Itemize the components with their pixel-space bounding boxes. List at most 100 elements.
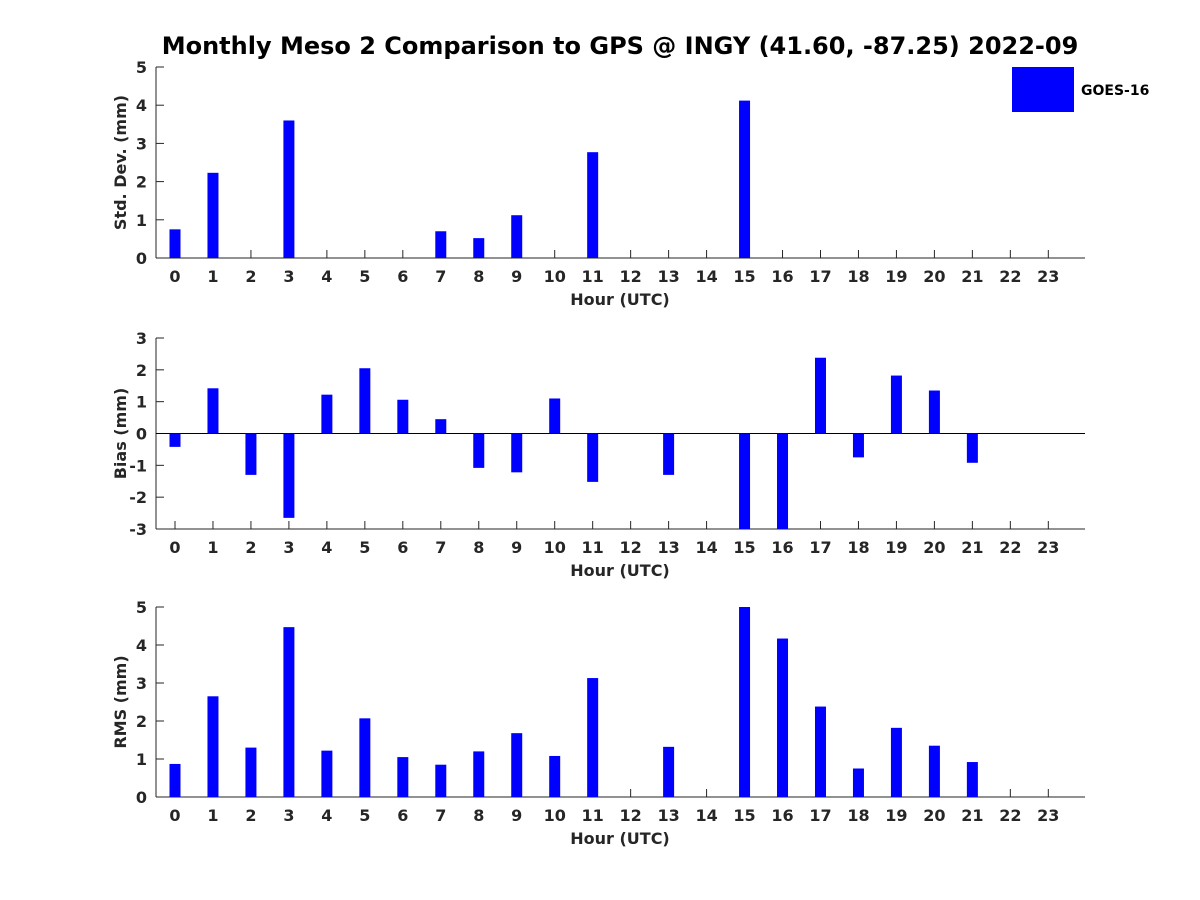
legend: GOES-16 bbox=[1012, 67, 1149, 112]
x-tick-label: 0 bbox=[169, 538, 180, 557]
bar-hour-19 bbox=[890, 727, 902, 797]
bar-hour-7 bbox=[435, 764, 447, 797]
bar-hour-5 bbox=[359, 368, 371, 434]
x-tick-label: 10 bbox=[544, 806, 566, 825]
bar-hour-16 bbox=[777, 638, 789, 797]
y-axis-label: RMS (mm) bbox=[111, 655, 130, 748]
y-tick-label: 3 bbox=[136, 329, 147, 348]
x-tick-label: 10 bbox=[544, 267, 566, 286]
bar-hour-20 bbox=[928, 745, 940, 797]
bar-hour-7 bbox=[435, 231, 447, 258]
y-tick-label: -1 bbox=[129, 456, 147, 475]
bar-hour-1 bbox=[207, 696, 219, 797]
bar-hour-4 bbox=[321, 394, 333, 434]
bar-hour-6 bbox=[397, 757, 409, 797]
x-tick-label: 4 bbox=[321, 538, 332, 557]
y-tick-label: 3 bbox=[136, 674, 147, 693]
x-axis-label: Hour (UTC) bbox=[570, 829, 670, 848]
bar-hour-4 bbox=[321, 750, 333, 797]
x-tick-label: 14 bbox=[695, 538, 717, 557]
x-tick-label: 1 bbox=[207, 806, 218, 825]
x-axis-label: Hour (UTC) bbox=[570, 561, 670, 580]
y-tick-label: 4 bbox=[136, 636, 147, 655]
y-tick-label: 5 bbox=[136, 598, 147, 617]
x-tick-label: 20 bbox=[923, 538, 945, 557]
x-tick-label: 13 bbox=[657, 267, 679, 286]
x-tick-label: 5 bbox=[359, 538, 370, 557]
y-tick-label: 5 bbox=[136, 58, 147, 77]
x-tick-label: 19 bbox=[885, 806, 907, 825]
x-tick-label: 22 bbox=[999, 806, 1021, 825]
bar-hour-11 bbox=[587, 152, 599, 258]
x-tick-label: 4 bbox=[321, 267, 332, 286]
bar-hour-15 bbox=[739, 607, 751, 797]
x-tick-label: 13 bbox=[657, 806, 679, 825]
bar-hour-11 bbox=[587, 433, 599, 482]
x-tick-label: 19 bbox=[885, 538, 907, 557]
x-tick-label: 17 bbox=[809, 538, 831, 557]
y-tick-label: 3 bbox=[136, 134, 147, 153]
x-tick-label: 8 bbox=[473, 538, 484, 557]
bar-hour-9 bbox=[511, 433, 523, 473]
chart-title: Monthly Meso 2 Comparison to GPS @ INGY … bbox=[162, 32, 1079, 60]
x-tick-label: 16 bbox=[771, 267, 793, 286]
y-tick-label: 1 bbox=[136, 750, 147, 769]
x-tick-label: 8 bbox=[473, 806, 484, 825]
x-tick-label: 16 bbox=[771, 538, 793, 557]
x-tick-label: 23 bbox=[1037, 267, 1059, 286]
x-tick-label: 6 bbox=[397, 267, 408, 286]
x-tick-label: 10 bbox=[544, 538, 566, 557]
x-tick-label: 14 bbox=[695, 806, 717, 825]
x-tick-label: 7 bbox=[435, 267, 446, 286]
x-tick-label: 9 bbox=[511, 806, 522, 825]
bar-hour-21 bbox=[966, 433, 978, 463]
x-tick-label: 20 bbox=[923, 267, 945, 286]
y-tick-label: 4 bbox=[136, 96, 147, 115]
bar-hour-15 bbox=[739, 433, 751, 529]
x-tick-label: 17 bbox=[809, 267, 831, 286]
bar-hour-0 bbox=[169, 433, 181, 447]
bar-hour-18 bbox=[852, 768, 864, 797]
y-tick-label: -2 bbox=[129, 488, 147, 507]
bar-hour-17 bbox=[814, 357, 826, 434]
x-tick-label: 8 bbox=[473, 267, 484, 286]
x-tick-label: 3 bbox=[283, 538, 294, 557]
x-axis-label: Hour (UTC) bbox=[570, 290, 670, 309]
bar-hour-16 bbox=[777, 433, 789, 529]
x-tick-label: 11 bbox=[582, 806, 604, 825]
x-tick-label: 2 bbox=[245, 267, 256, 286]
bar-hour-17 bbox=[814, 706, 826, 797]
bar-hour-8 bbox=[473, 433, 485, 468]
x-tick-label: 11 bbox=[582, 267, 604, 286]
x-tick-label: 14 bbox=[695, 267, 717, 286]
bar-hour-10 bbox=[549, 755, 561, 797]
bar-hour-13 bbox=[663, 433, 675, 475]
x-tick-label: 15 bbox=[733, 538, 755, 557]
x-tick-label: 2 bbox=[245, 806, 256, 825]
x-tick-label: 19 bbox=[885, 267, 907, 286]
x-tick-label: 15 bbox=[733, 806, 755, 825]
x-tick-label: 3 bbox=[283, 806, 294, 825]
x-tick-label: 5 bbox=[359, 806, 370, 825]
bar-hour-9 bbox=[511, 215, 523, 258]
x-tick-label: 22 bbox=[999, 538, 1021, 557]
y-tick-label: 0 bbox=[136, 425, 147, 444]
x-tick-label: 13 bbox=[657, 538, 679, 557]
bar-hour-13 bbox=[663, 746, 675, 797]
bar-hour-0 bbox=[169, 229, 181, 258]
bar-hour-2 bbox=[245, 747, 257, 797]
bar-hour-5 bbox=[359, 718, 371, 797]
x-tick-label: 12 bbox=[620, 806, 642, 825]
y-tick-label: 0 bbox=[136, 249, 147, 268]
x-tick-label: 0 bbox=[169, 267, 180, 286]
bar-hour-1 bbox=[207, 388, 219, 434]
bar-hour-2 bbox=[245, 433, 257, 475]
y-tick-label: -3 bbox=[129, 520, 147, 539]
bar-hour-3 bbox=[283, 627, 295, 797]
bar-hour-3 bbox=[283, 120, 295, 258]
x-tick-label: 6 bbox=[397, 538, 408, 557]
bar-hour-19 bbox=[890, 375, 902, 434]
